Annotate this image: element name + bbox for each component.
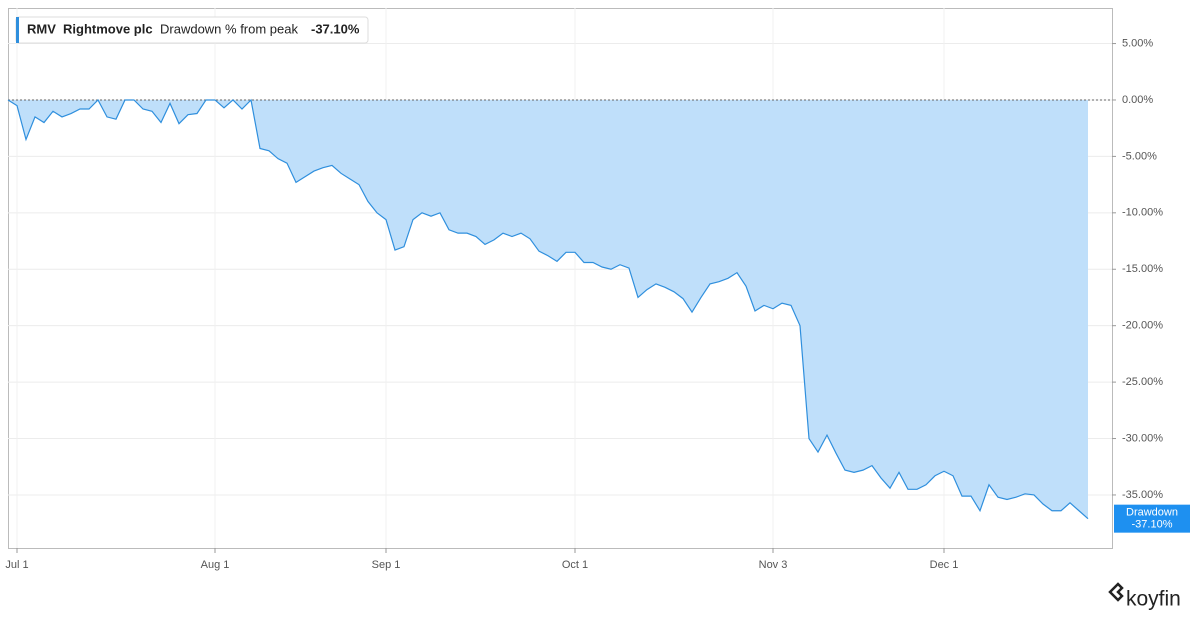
x-tick-label: Dec 1: [930, 559, 959, 571]
y-tick-label: -30.00%: [1122, 432, 1163, 444]
y-tick-label: -20.00%: [1122, 320, 1163, 332]
x-tick-label: Sep 1: [372, 559, 401, 571]
y-tick-label: -25.00%: [1122, 376, 1163, 388]
y-tick-label: -10.00%: [1122, 207, 1163, 219]
legend-swatch: [16, 17, 19, 43]
badge-name: Drawdown: [1126, 507, 1178, 519]
legend-value: -37.10%: [311, 21, 360, 36]
y-tick-label: -15.00%: [1122, 263, 1163, 275]
x-tick-label: Oct 1: [562, 559, 588, 571]
line: [7, 98, 1089, 520]
x-tick-label: Jul 1: [5, 559, 28, 571]
last-value-badge: [1114, 504, 1190, 533]
brand-logo: koyfin: [1108, 582, 1181, 611]
brand-name: koyfin: [1126, 588, 1181, 611]
y-tick-label: 5.00%: [1122, 37, 1153, 49]
y-tick-label: -5.00%: [1122, 150, 1157, 162]
legend: RMV Rightmove plc Drawdown % from peak -…: [15, 16, 369, 44]
x-tick-label: Aug 1: [201, 559, 230, 571]
y-tick-label: -35.00%: [1122, 489, 1163, 501]
legend-metric: Drawdown % from peak: [160, 21, 298, 36]
legend-name: Rightmove plc: [63, 21, 153, 36]
plot-frame: [8, 8, 1113, 549]
area-fill: [8, 99, 1088, 519]
badge-value: -37.10%: [1132, 519, 1173, 531]
brand-icon: [1108, 582, 1124, 602]
legend-ticker: RMV: [27, 21, 56, 36]
x-tick-label: Nov 3: [759, 559, 788, 571]
y-tick-label: 0.00%: [1122, 94, 1153, 106]
